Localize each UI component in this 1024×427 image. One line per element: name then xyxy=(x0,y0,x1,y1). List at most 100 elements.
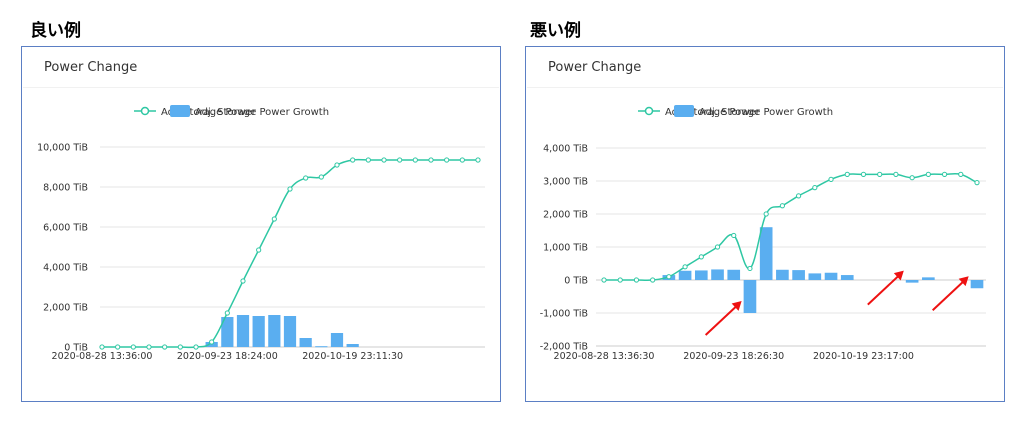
bar-growth xyxy=(299,338,312,347)
legend-label-bar: Adj. Storage Power Growth xyxy=(195,107,329,118)
y-tick-label: 0 TiB xyxy=(64,343,88,354)
y-tick-label: 0 TiB xyxy=(564,276,588,287)
line-point xyxy=(459,157,465,163)
line-point xyxy=(682,264,688,270)
line-point xyxy=(812,185,818,191)
bar-growth xyxy=(221,317,234,347)
line-point xyxy=(844,171,850,178)
line-point xyxy=(428,157,434,163)
legend-line-marker xyxy=(140,106,150,116)
line-point xyxy=(941,171,948,178)
bar-growth xyxy=(840,275,854,280)
chart-title: Power Change xyxy=(548,60,642,75)
line-point xyxy=(162,344,168,350)
bar-growth xyxy=(727,269,741,280)
bar-growth xyxy=(824,272,838,280)
y-tick-label: -2,000 TiB xyxy=(540,342,588,353)
bar-growth xyxy=(252,316,265,347)
bad-chart-panel: Power Change Adj. Storage Power Adj. Stor… xyxy=(525,46,1005,402)
x-tick-label: 2020-09-23 18:24:00 xyxy=(177,351,278,362)
line-point xyxy=(350,157,356,163)
panel-divider xyxy=(527,87,1003,88)
bar-growth xyxy=(776,269,789,280)
line-point xyxy=(633,277,640,283)
arrow-shaft xyxy=(704,305,738,336)
line-point xyxy=(365,157,371,163)
legend-label-bar: Adj. Storage Power Growth xyxy=(699,107,833,118)
bar-growth xyxy=(743,280,757,313)
line-point xyxy=(893,171,899,178)
bar-growth xyxy=(711,269,724,280)
line-point xyxy=(115,344,121,350)
x-tick-label: 2020-08-28 13:36:00 xyxy=(52,351,153,362)
arrow-shaft xyxy=(931,280,965,311)
line-point xyxy=(601,277,607,283)
line-point xyxy=(412,157,418,163)
good-example-caption: 良い例 xyxy=(30,21,81,41)
y-tick-label: 6,000 TiB xyxy=(43,223,88,234)
line-point xyxy=(177,344,183,350)
arrow-head xyxy=(731,301,742,311)
line-point xyxy=(209,339,215,345)
arrow-head xyxy=(958,276,969,287)
line-point xyxy=(747,265,753,272)
y-tick-label: 4,000 TiB xyxy=(543,144,588,155)
line-point xyxy=(617,277,623,283)
line-point xyxy=(303,175,309,181)
line-point xyxy=(193,344,199,350)
line-point xyxy=(99,344,105,350)
line-point xyxy=(444,157,450,163)
legend-bar-swatch xyxy=(674,105,694,117)
panel-divider xyxy=(23,87,499,88)
bar-growth xyxy=(694,270,708,280)
line-point xyxy=(828,176,834,182)
y-tick-label: 2,000 TiB xyxy=(43,303,88,314)
y-tick-label: -1,000 TiB xyxy=(540,309,588,320)
x-tick-label: 2020-09-23 18:26:30 xyxy=(683,351,784,362)
line-point xyxy=(796,193,802,199)
line-point xyxy=(381,157,387,163)
line-point xyxy=(334,162,340,168)
line-point xyxy=(714,244,721,250)
line-point xyxy=(763,211,769,217)
line-point xyxy=(877,171,883,178)
bar-growth xyxy=(236,315,250,347)
bar-growth xyxy=(268,315,281,347)
y-tick-label: 10,000 TiB xyxy=(37,143,88,154)
line-point xyxy=(475,157,481,163)
line-point xyxy=(731,232,737,239)
line-point xyxy=(287,186,293,192)
y-tick-label: 2,000 TiB xyxy=(543,210,588,221)
x-tick-label: 2020-10-19 23:11:30 xyxy=(302,351,403,362)
line-point xyxy=(240,278,246,284)
bad-example-caption: 悪い例 xyxy=(530,21,581,41)
y-tick-label: 3,000 TiB xyxy=(543,177,588,188)
bar-growth xyxy=(346,344,359,347)
arrow-shaft xyxy=(867,274,900,306)
good-chart-panel: Power Change Adj. Storage Power Adj. Stor… xyxy=(21,46,501,402)
x-tick-label: 2020-08-28 13:36:30 xyxy=(554,351,655,362)
bar-growth xyxy=(315,346,328,348)
bar-growth xyxy=(759,227,773,280)
line-point xyxy=(650,277,656,283)
bar-growth xyxy=(678,270,692,280)
line-point xyxy=(256,247,262,253)
x-tick-label: 2020-10-19 23:17:00 xyxy=(813,351,914,362)
annotation-arrow xyxy=(931,276,969,311)
bar-growth xyxy=(905,280,919,283)
legend-label-line: Adj. Storage Power xyxy=(161,107,257,118)
line-point xyxy=(909,175,915,181)
line-point xyxy=(666,274,672,280)
line-point xyxy=(130,344,136,350)
bar-growth xyxy=(808,273,822,280)
annotation-arrow xyxy=(867,270,904,306)
bar-growth xyxy=(283,316,297,347)
line-point xyxy=(397,157,403,163)
line-point xyxy=(925,171,931,178)
legend-line-marker xyxy=(644,106,654,116)
line-point xyxy=(779,203,785,209)
line-point xyxy=(698,254,704,260)
